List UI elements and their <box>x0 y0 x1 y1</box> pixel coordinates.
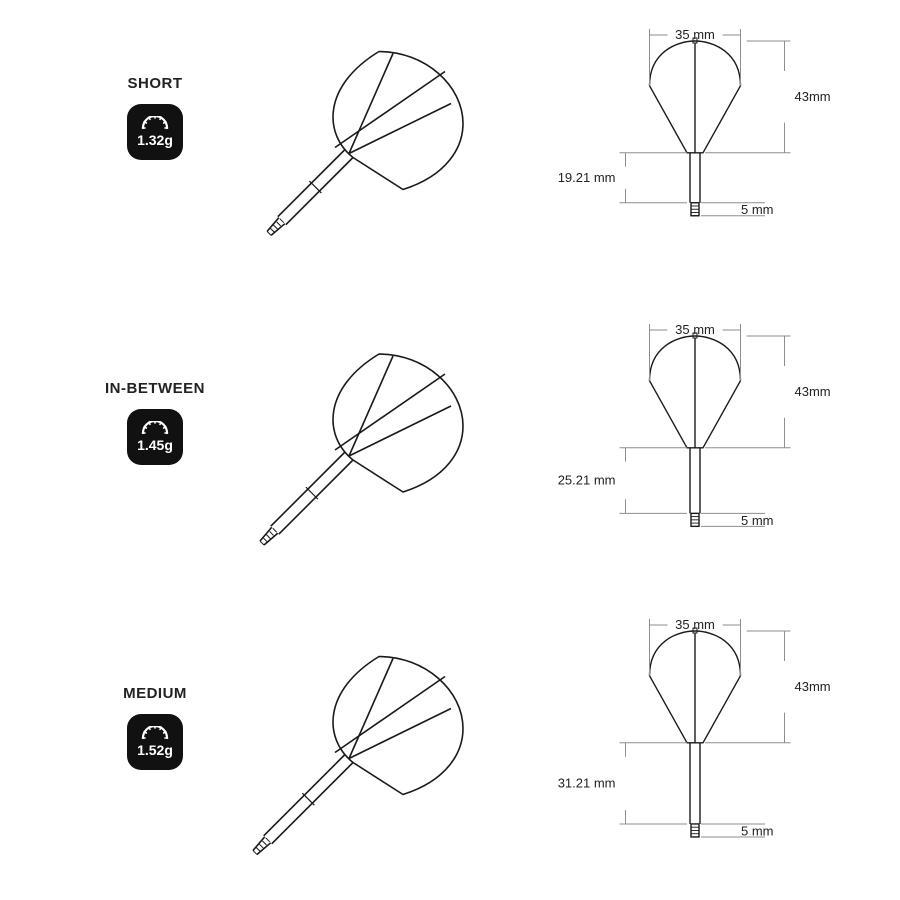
row-label-block: SHORT 1.32g <box>90 75 220 160</box>
weight-value: 1.52g <box>137 742 173 758</box>
dart-dimension-drawing: 35 mm 43mm 25.21 mm 5 mm <box>510 300 870 600</box>
spec-sheet: SHORT1.32g35 mm43mm19.21 mm5 mmIN-BETWEE… <box>0 0 900 900</box>
dimension-label: 19.21 mm <box>558 170 616 185</box>
size-name: IN-BETWEEN <box>90 380 220 397</box>
dimension-label: 5 mm <box>741 823 774 838</box>
weight-badge: 1.52g <box>127 714 183 770</box>
scale-icon <box>141 726 169 740</box>
spec-row: MEDIUM 1.52g 35 mm 43mm 31.21 mm 5 mm <box>0 595 900 885</box>
size-name: MEDIUM <box>90 685 220 702</box>
dimension-label: 25.21 mm <box>558 473 616 488</box>
weight-value: 1.32g <box>137 132 173 148</box>
spec-row: IN-BETWEEN 1.45g 35 mm 43mm 25.21 mm 5 mm <box>0 300 900 590</box>
dimension-label: 35 mm <box>675 617 715 632</box>
scale-icon <box>141 421 169 435</box>
dimension-label: 5 mm <box>741 202 774 217</box>
row-label-block: MEDIUM 1.52g <box>90 685 220 770</box>
dart-dimension-drawing: 35 mm 43mm 19.21 mm 5 mm <box>510 5 870 305</box>
dimension-label: 43mm <box>795 679 831 694</box>
weight-badge: 1.45g <box>127 409 183 465</box>
dimension-label: 35 mm <box>675 322 715 337</box>
weight-badge: 1.32g <box>127 104 183 160</box>
row-label-block: IN-BETWEEN 1.45g <box>90 380 220 465</box>
dart-perspective-drawing <box>215 35 475 255</box>
dimension-label: 5 mm <box>741 513 774 528</box>
dart-perspective-drawing <box>215 330 475 570</box>
dart-perspective-drawing <box>215 625 475 885</box>
size-name: SHORT <box>90 75 220 92</box>
dimension-label: 35 mm <box>675 27 715 42</box>
dimension-label: 43mm <box>795 384 831 399</box>
weight-value: 1.45g <box>137 437 173 453</box>
scale-icon <box>141 116 169 130</box>
dart-dimension-drawing: 35 mm 43mm 31.21 mm 5 mm <box>510 595 870 895</box>
spec-row: SHORT 1.32g 35 mm 43mm 19.21 mm 5 mm <box>0 5 900 295</box>
dimension-label: 31.21 mm <box>558 775 616 790</box>
dimension-label: 43mm <box>795 89 831 104</box>
